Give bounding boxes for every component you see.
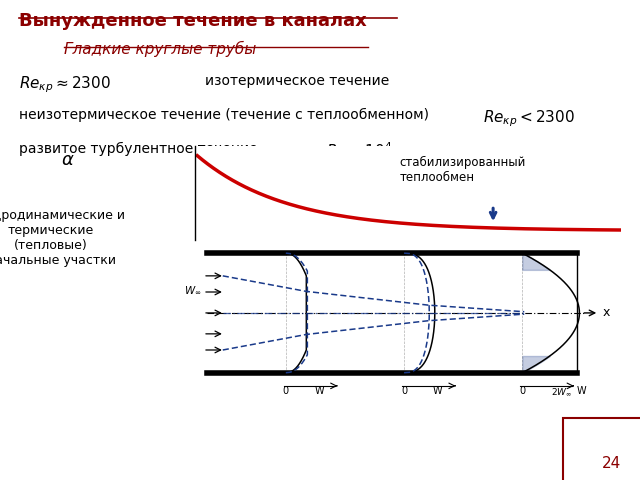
Text: развитое турбулентное течение: развитое турбулентное течение — [19, 142, 258, 156]
Text: $\alpha$: $\alpha$ — [61, 151, 74, 169]
Text: $Re_{\kappa p} \approx 2300$: $Re_{\kappa p} \approx 2300$ — [19, 74, 111, 95]
Text: гидродинамические и
термические
(тепловые)
начальные участки: гидродинамические и термические (тепловы… — [0, 209, 125, 267]
Text: 0: 0 — [519, 386, 525, 396]
Text: стабилизированный
теплообмен: стабилизированный теплообмен — [399, 156, 526, 184]
Text: Вынужденное течение в каналах: Вынужденное течение в каналах — [19, 12, 367, 30]
Text: изотермическое течение: изотермическое течение — [205, 74, 389, 88]
Text: $Re \geq 10^{4}$: $Re \geq 10^{4}$ — [326, 142, 393, 160]
Text: W: W — [314, 386, 324, 396]
Text: x: x — [603, 306, 611, 319]
Text: 0: 0 — [401, 386, 407, 396]
Text: Гладкие круглые трубы: Гладкие круглые трубы — [64, 41, 256, 57]
Text: $2W_\infty$: $2W_\infty$ — [551, 386, 572, 397]
Text: W: W — [433, 386, 442, 396]
Text: 24: 24 — [602, 456, 621, 471]
Text: $Re_{\kappa p} < 2300$: $Re_{\kappa p} < 2300$ — [483, 108, 575, 129]
Text: $W_\infty$: $W_\infty$ — [184, 284, 201, 296]
Text: W: W — [577, 386, 586, 396]
Text: неизотермическое течение (течение с теплообменном): неизотермическое течение (течение с тепл… — [19, 108, 429, 122]
Text: 0: 0 — [283, 386, 289, 396]
